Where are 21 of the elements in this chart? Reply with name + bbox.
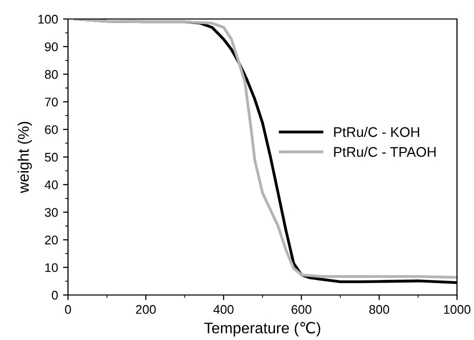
y-tick-label: 50 (44, 152, 58, 162)
y-tick-label: 90 (44, 42, 58, 52)
x-tick-label: 0 (65, 305, 71, 314)
x-tick-label: 800 (369, 305, 390, 314)
x-tick-label: 600 (292, 305, 312, 314)
y-tick-label: 80 (44, 70, 58, 79)
x-tick-label: 400 (213, 305, 234, 314)
y-tick-label: 40 (44, 180, 58, 190)
y-tick-label: 10 (45, 263, 58, 272)
y-tick-label: 60 (45, 125, 58, 134)
x-tick-label: 200 (136, 305, 156, 314)
x-axis-title: Temperature (℃) (204, 322, 320, 336)
x-tick-label: 1000 (444, 305, 470, 314)
y-tick-label: 100 (38, 14, 58, 24)
y-tick-label: 0 (52, 290, 58, 300)
legend-label: PtRu/C - TPAOH (334, 146, 436, 157)
y-tick-label: 70 (45, 98, 58, 106)
y-tick-label: 20 (45, 236, 58, 244)
y-tick-label: 30 (44, 208, 58, 217)
legend-label: PtRu/C - KOH (334, 126, 420, 137)
y-axis-title: weight (%) (18, 122, 32, 194)
